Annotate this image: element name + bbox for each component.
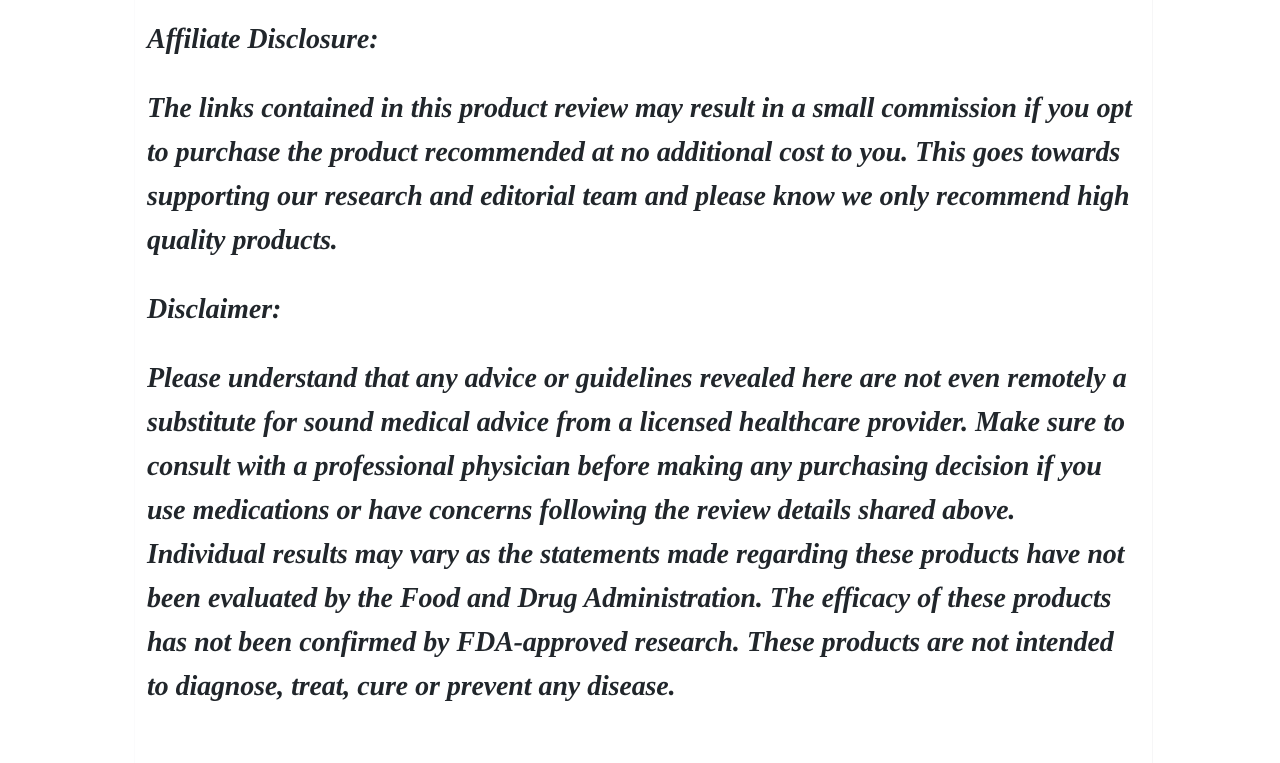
disclaimer-heading: Disclaimer:	[147, 294, 282, 325]
article-content-column: Affiliate Disclosure: The links containe…	[134, 0, 1153, 763]
spacer-after-affiliate-heading	[147, 62, 1140, 87]
spacer-after-disclaimer-heading	[147, 332, 1140, 357]
affiliate-disclosure-paragraph: The links contained in this product revi…	[147, 93, 1132, 256]
disclaimer-paragraph: Please understand that any advice or gui…	[147, 363, 1127, 702]
affiliate-disclosure-heading: Affiliate Disclosure:	[147, 24, 379, 55]
disclaimer-section: Disclaimer: Please understand that any a…	[147, 288, 1140, 709]
affiliate-disclosure-section: Affiliate Disclosure: The links containe…	[147, 0, 1140, 263]
spacer-before-disclaimer	[147, 263, 1140, 288]
